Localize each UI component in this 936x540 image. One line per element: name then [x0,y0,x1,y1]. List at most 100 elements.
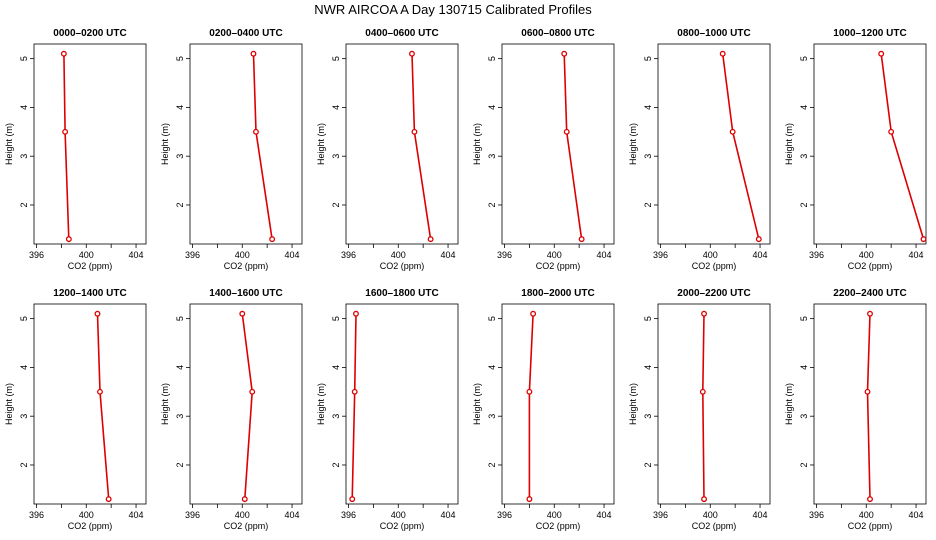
y-tick-label: 5 [643,56,653,61]
y-tick-label: 3 [799,414,809,419]
y-axis-label: Height (m) [472,123,482,165]
y-axis-label: Height (m) [784,123,794,165]
plot-frame [189,43,303,245]
y-tick-label: 3 [487,154,497,159]
profile-point [526,496,533,503]
y-axis-label: Height (m) [316,383,326,425]
profile-panel: 0600–0800 UTC 396 400 404 2 3 4 5 CO2 (ppm) Heigh… [472,28,615,271]
y-axis-label: Height (m) [472,383,482,425]
y-tick-label: 4 [487,365,497,370]
x-tick-label: 400 [703,510,718,520]
profile-panel: 1200–1400 UTC 396 400 404 2 3 4 5 CO2 (ppm) Heigh… [4,288,147,531]
profile-point [349,496,356,503]
y-tick-label: 3 [331,414,341,419]
panel-title: 0800–1000 UTC [677,28,750,39]
y-tick-label: 2 [331,202,341,207]
profile-panel: 1800–2000 UTC 396 400 404 2 3 4 5 CO2 (ppm) Heigh… [472,288,615,531]
plot-frame [813,43,927,245]
profile-line [721,53,760,240]
y-tick-label: 4 [19,105,29,110]
panel-grid: 0000–0200 UTC 396 400 404 2 3 4 5 CO2 (ppm) Heigh… [4,28,927,531]
y-axis-label: Height (m) [4,383,14,425]
profile-point [411,128,418,135]
x-tick-label: 400 [703,250,718,260]
x-tick-label: 404 [285,250,300,260]
x-tick-label: 400 [391,250,406,260]
panel-title: 2000–2200 UTC [677,288,750,299]
profile-point [269,236,276,243]
y-tick-label: 5 [19,56,29,61]
panel-title: 0600–0800 UTC [521,28,594,39]
x-tick-label: 404 [441,510,456,520]
profile-point [867,496,873,503]
profile-point [526,388,533,395]
profile-point [409,50,415,57]
panel-title: 1800–2000 UTC [521,288,594,299]
plot-frame [189,303,303,505]
profile-point [97,388,103,395]
profile-point [530,310,537,317]
x-tick-label: 396 [653,250,668,260]
profile-line [528,313,534,500]
x-tick-label: 404 [129,250,144,260]
y-tick-label: 3 [19,154,29,159]
x-axis-label: CO2 (ppm) [68,521,113,531]
y-tick-label: 2 [19,462,29,467]
x-tick-label: 404 [441,250,456,260]
plot-frame [33,43,147,245]
x-tick-label: 396 [29,250,44,260]
panel-title: 1600–1800 UTC [365,288,438,299]
profile-point [864,388,871,395]
y-axis-label: Height (m) [628,383,638,425]
profile-panel: 1000–1200 UTC 396 400 404 2 3 4 5 CO2 (ppm) Heigh… [784,28,927,271]
profile-point [62,128,69,135]
y-tick-label: 5 [175,56,185,61]
y-tick-label: 2 [175,462,185,467]
y-tick-label: 2 [799,202,809,207]
x-tick-label: 400 [79,510,94,520]
x-tick-label: 396 [653,510,668,520]
profile-point [755,236,762,243]
profile-point [60,50,67,57]
x-tick-label: 396 [809,510,824,520]
profile-panel: 2200–2400 UTC 396 400 404 2 3 4 5 CO2 (ppm) Heigh… [784,288,927,531]
profile-point [701,496,707,503]
profile-line [252,53,273,240]
y-tick-label: 3 [19,414,29,419]
profile-line [866,313,871,500]
y-axis-label: Height (m) [628,123,638,165]
profile-point [578,236,585,243]
x-tick-label: 404 [597,250,612,260]
profile-point [561,50,568,57]
profile-line [880,53,925,240]
profile-line [96,313,110,500]
profile-point [920,236,927,243]
y-tick-label: 5 [19,316,29,321]
panel-title: 0000–0200 UTC [53,28,126,39]
x-tick-label: 404 [285,510,300,520]
x-tick-label: 396 [185,510,200,520]
profile-panel: 0800–1000 UTC 396 400 404 2 3 4 5 CO2 (ppm) Heigh… [628,28,771,271]
x-axis-label: CO2 (ppm) [692,261,737,271]
profile-panel: 0400–0600 UTC 396 400 404 2 3 4 5 CO2 (ppm) Heigh… [316,28,459,271]
plot-frame [345,43,459,245]
plot-frame [813,303,927,505]
profile-line [701,313,705,500]
x-tick-label: 400 [235,250,250,260]
panel-title: 2200–2400 UTC [833,288,906,299]
x-tick-label: 396 [497,510,512,520]
y-tick-label: 3 [487,414,497,419]
x-tick-label: 400 [859,250,874,260]
y-tick-label: 3 [175,154,185,159]
plot-frame [501,43,615,245]
y-tick-label: 4 [487,105,497,110]
y-axis-label: Height (m) [160,123,170,165]
y-tick-label: 3 [175,414,185,419]
x-tick-label: 404 [753,510,768,520]
y-tick-label: 5 [331,316,341,321]
x-tick-label: 396 [185,250,200,260]
profile-panel: 0200–0400 UTC 396 400 404 2 3 4 5 CO2 (ppm) Heigh… [160,28,303,271]
y-tick-label: 2 [19,202,29,207]
x-tick-label: 396 [29,510,44,520]
